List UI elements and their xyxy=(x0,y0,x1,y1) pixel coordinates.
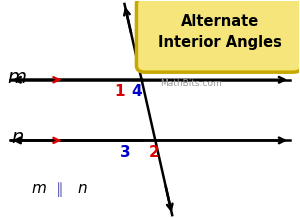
Text: 1: 1 xyxy=(114,84,124,99)
Text: 4: 4 xyxy=(131,84,142,99)
Text: $m$: $m$ xyxy=(7,69,27,87)
Text: $n$: $n$ xyxy=(77,182,87,196)
Text: Alternate
Interior Angles: Alternate Interior Angles xyxy=(158,14,282,50)
Text: 2: 2 xyxy=(149,145,160,160)
Text: $m$: $m$ xyxy=(31,182,46,196)
Text: $n$: $n$ xyxy=(11,129,24,147)
Text: 3: 3 xyxy=(120,145,131,160)
Text: MathBits.com: MathBits.com xyxy=(160,78,222,87)
FancyBboxPatch shape xyxy=(136,0,300,72)
Text: ∥: ∥ xyxy=(56,182,64,197)
